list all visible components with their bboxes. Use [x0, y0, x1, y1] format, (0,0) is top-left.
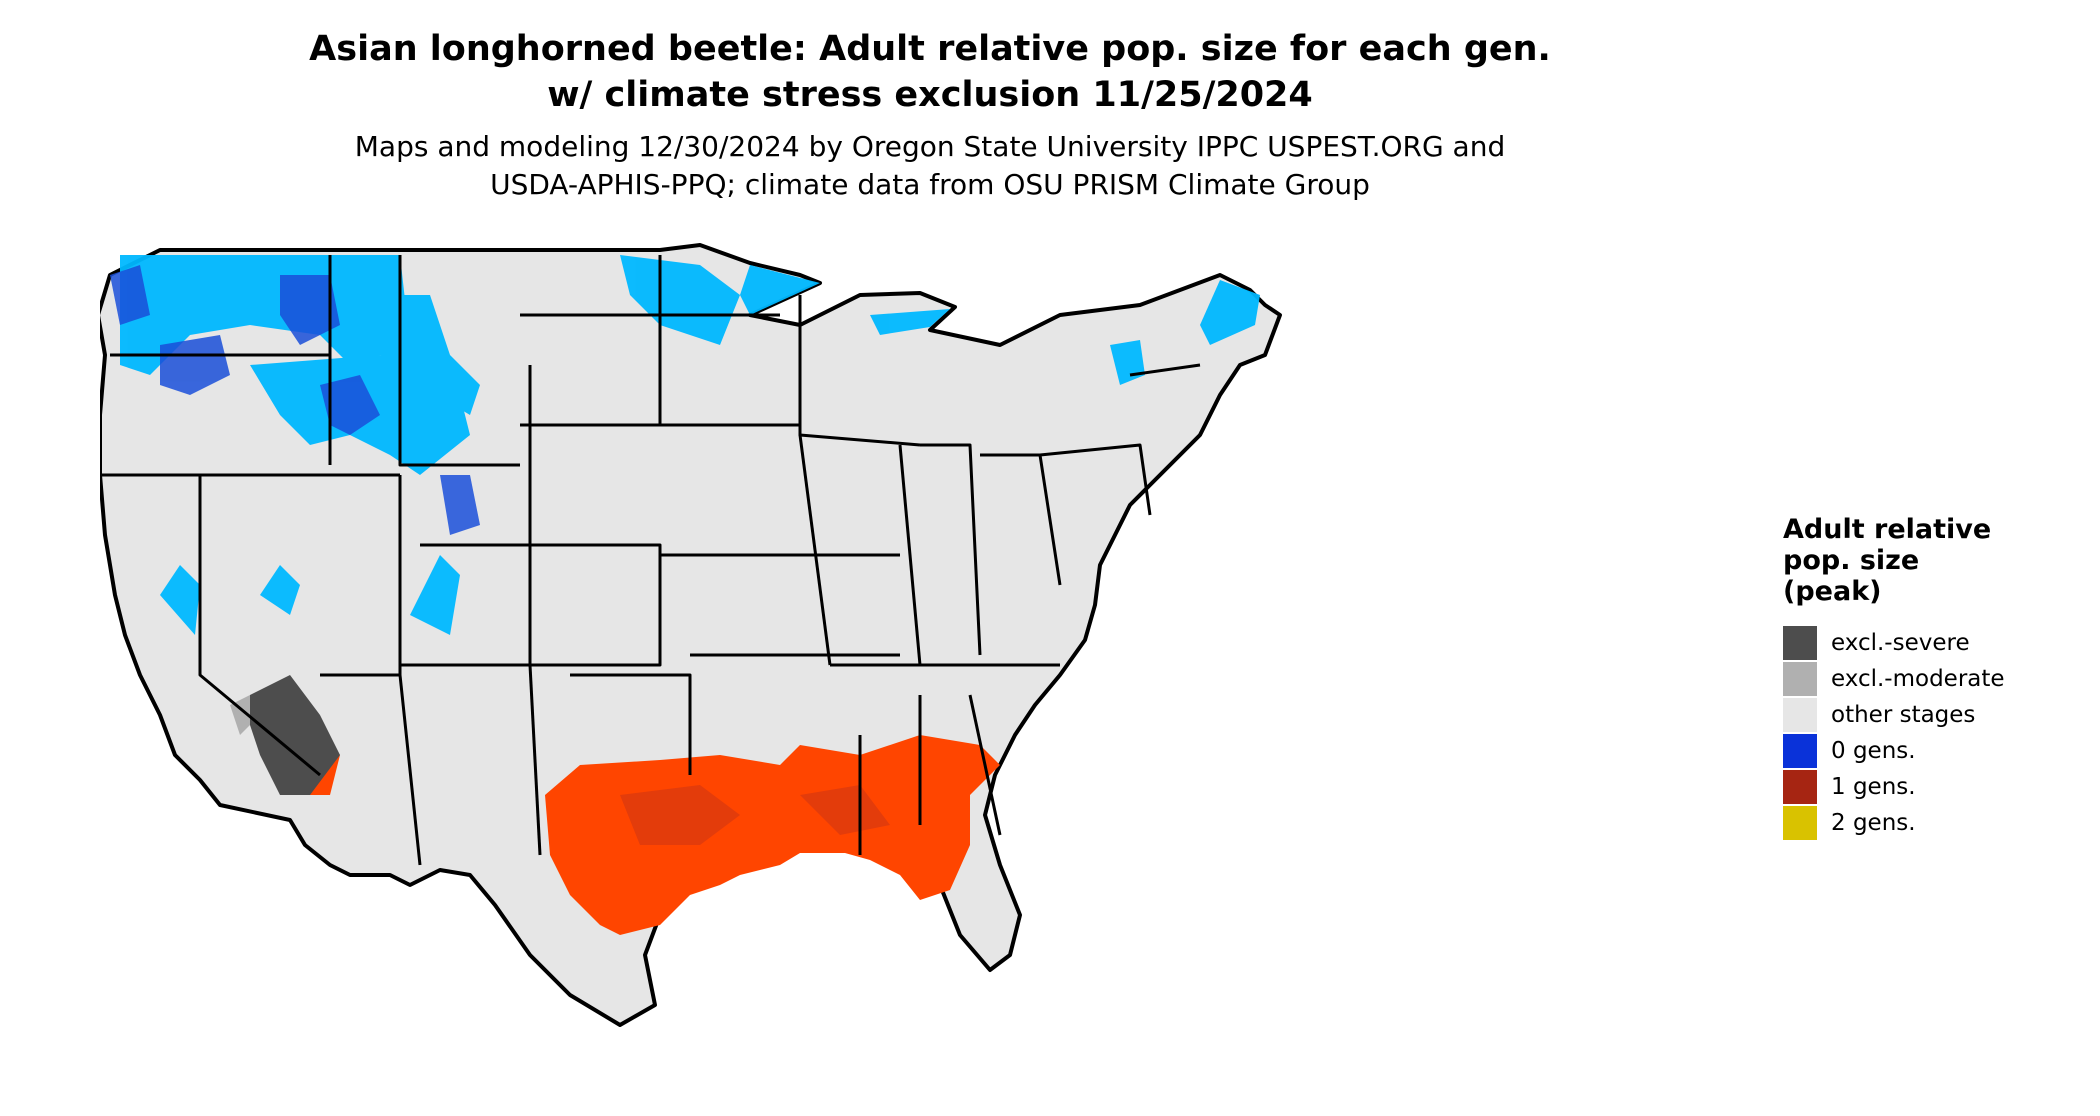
legend-swatch: [1783, 698, 1817, 732]
legend-swatch: [1783, 734, 1817, 768]
title-line-2: w/ climate stress exclusion 11/25/2024: [547, 75, 1313, 115]
legend-item-0-gens: 0 gens.: [1783, 733, 2083, 769]
legend-title-line-2: pop. size: [1783, 545, 1920, 576]
us-map: [100, 243, 1282, 1027]
chart-subtitle: Maps and modeling 12/30/2024 by Oregon S…: [0, 128, 1860, 204]
warm-zones-dark: [620, 785, 890, 845]
cold-zones: [120, 255, 1260, 635]
legend-item-1-gens: 1 gens.: [1783, 769, 2083, 805]
legend-label: excl.-severe: [1831, 630, 1970, 656]
legend-swatch: [1783, 806, 1817, 840]
legend-item-excl-severe: excl.-severe: [1783, 625, 2083, 661]
legend-label: 2 gens.: [1831, 810, 1916, 836]
subtitle-line-2: USDA-APHIS-PPQ; climate data from OSU PR…: [490, 168, 1370, 201]
legend-label: 0 gens.: [1831, 738, 1916, 764]
subtitle-line-1: Maps and modeling 12/30/2024 by Oregon S…: [354, 130, 1506, 163]
us-land: [100, 243, 1282, 1027]
title-line-1: Asian longhorned beetle: Adult relative …: [309, 29, 1551, 69]
legend-title: Adult relative pop. size (peak): [1783, 514, 2083, 607]
legend-swatch: [1783, 662, 1817, 696]
legend-item-2-gens: 2 gens.: [1783, 805, 2083, 841]
legend-item-excl-moderate: excl.-moderate: [1783, 661, 2083, 697]
chart-title: Asian longhorned beetle: Adult relative …: [0, 26, 1860, 118]
legend-item-other-stages: other stages: [1783, 697, 2083, 733]
legend-title-line-1: Adult relative: [1783, 514, 1992, 545]
map-legend: Adult relative pop. size (peak) excl.-se…: [1783, 514, 2083, 841]
legend-label: 1 gens.: [1831, 774, 1916, 800]
legend-label: other stages: [1831, 702, 1976, 728]
state-borders: [100, 255, 1201, 866]
legend-swatch: [1783, 626, 1817, 660]
legend-title-line-3: (peak): [1783, 576, 1882, 607]
legend-swatch: [1783, 770, 1817, 804]
cold-zones-dark: [110, 265, 480, 535]
legend-label: excl.-moderate: [1831, 666, 2005, 692]
